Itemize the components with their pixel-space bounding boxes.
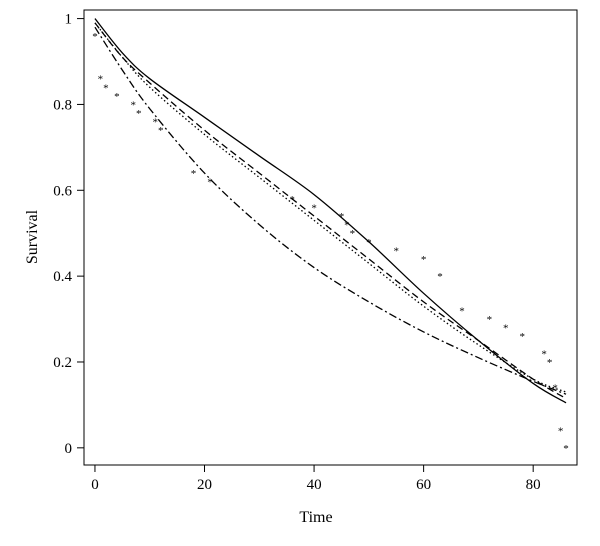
y-axis-title: Survival xyxy=(24,209,41,264)
km-point: * xyxy=(136,108,142,120)
km-point: * xyxy=(311,202,317,214)
km-point: * xyxy=(487,314,493,326)
x-tick-label: 40 xyxy=(307,477,322,493)
km-point: * xyxy=(459,305,465,317)
x-tick-label: 0 xyxy=(91,477,99,493)
km-point: * xyxy=(191,168,197,180)
survival-curves xyxy=(94,18,567,404)
km-point: * xyxy=(541,348,547,360)
y-tick-label: 0.8 xyxy=(53,97,72,113)
km-point: * xyxy=(393,245,399,257)
survival-curve-dotted xyxy=(94,22,567,393)
y-tick-label: 0.4 xyxy=(53,269,72,285)
y-tick-label: 0.2 xyxy=(53,355,72,371)
km-point: * xyxy=(558,426,564,438)
km-point: * xyxy=(563,443,569,455)
km-point: * xyxy=(207,177,213,189)
km-point: * xyxy=(158,125,164,137)
km-point: * xyxy=(519,331,525,343)
km-point: * xyxy=(131,99,137,111)
x-tick-label: 80 xyxy=(526,477,541,493)
y-tick-label: 0 xyxy=(65,441,73,457)
km-point: * xyxy=(289,194,295,206)
km-point: * xyxy=(344,220,350,232)
km-points: **************************** xyxy=(92,31,569,455)
km-point: * xyxy=(421,254,427,266)
km-point: * xyxy=(114,91,120,103)
survival-curve-solid xyxy=(94,18,567,404)
survival-curve-dashdot xyxy=(94,26,567,395)
x-tick-label: 20 xyxy=(197,477,212,493)
y-tick-label: 1 xyxy=(65,12,73,28)
km-point: * xyxy=(503,323,509,335)
km-point: * xyxy=(152,117,158,129)
x-tick-label: 60 xyxy=(416,477,431,493)
y-axis: 0 0.2 0.4 0.6 0.8 1 xyxy=(53,12,84,457)
km-point: * xyxy=(339,211,345,223)
km-point: * xyxy=(547,357,553,369)
plot-frame xyxy=(83,9,578,466)
km-point: * xyxy=(92,31,98,43)
x-axis: 0 20 40 60 80 xyxy=(91,465,541,493)
km-point: * xyxy=(103,82,109,94)
km-point: * xyxy=(350,228,356,240)
x-axis-title: Time xyxy=(299,509,332,526)
km-point: * xyxy=(366,237,372,249)
y-tick-label: 0.6 xyxy=(53,183,72,199)
km-point: * xyxy=(552,383,558,395)
survival-curve-dashed xyxy=(94,22,567,400)
km-point: * xyxy=(437,271,443,283)
km-point: * xyxy=(98,74,104,86)
